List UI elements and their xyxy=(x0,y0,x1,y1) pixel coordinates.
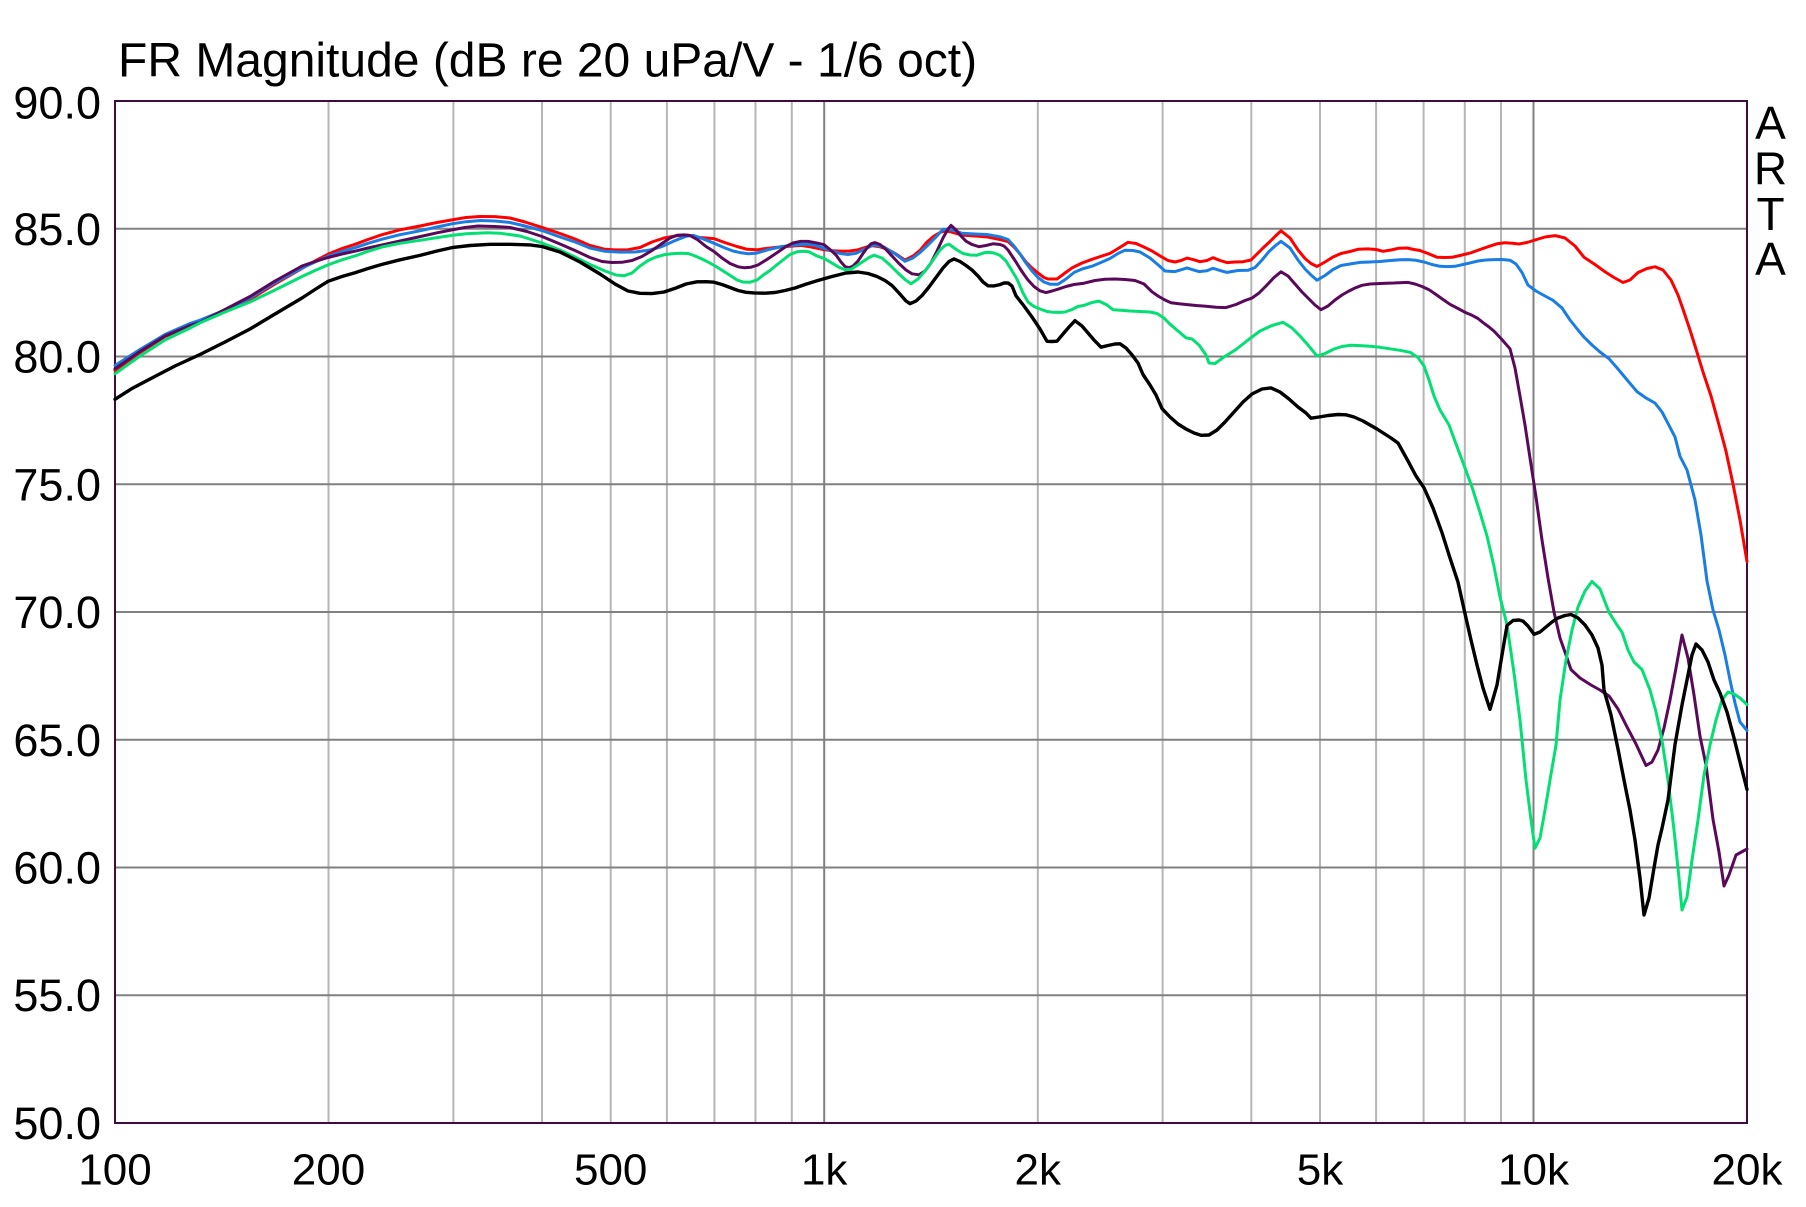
svg-text:200: 200 xyxy=(292,1146,365,1195)
svg-text:20k: 20k xyxy=(1712,1146,1784,1195)
svg-text:65.0: 65.0 xyxy=(13,715,101,766)
svg-text:2k: 2k xyxy=(1015,1146,1062,1195)
svg-text:55.0: 55.0 xyxy=(13,970,101,1021)
svg-text:70.0: 70.0 xyxy=(13,587,101,638)
svg-text:T: T xyxy=(1756,188,1784,240)
svg-text:75.0: 75.0 xyxy=(13,459,101,510)
svg-text:100: 100 xyxy=(78,1146,151,1195)
svg-text:500: 500 xyxy=(574,1146,647,1195)
svg-text:90.0: 90.0 xyxy=(13,77,101,128)
svg-text:A: A xyxy=(1755,97,1786,149)
svg-text:10k: 10k xyxy=(1498,1146,1570,1195)
svg-text:85.0: 85.0 xyxy=(13,204,101,255)
svg-text:R: R xyxy=(1754,142,1787,194)
svg-text:60.0: 60.0 xyxy=(13,843,101,894)
svg-text:5k: 5k xyxy=(1297,1146,1344,1195)
svg-text:A: A xyxy=(1755,233,1786,285)
svg-text:1k: 1k xyxy=(801,1146,848,1195)
svg-text:FR Magnitude (dB re 20 uPa/V -: FR Magnitude (dB re 20 uPa/V - 1/6 oct) xyxy=(118,35,977,88)
svg-text:50.0: 50.0 xyxy=(13,1098,101,1149)
svg-text:80.0: 80.0 xyxy=(13,332,101,383)
